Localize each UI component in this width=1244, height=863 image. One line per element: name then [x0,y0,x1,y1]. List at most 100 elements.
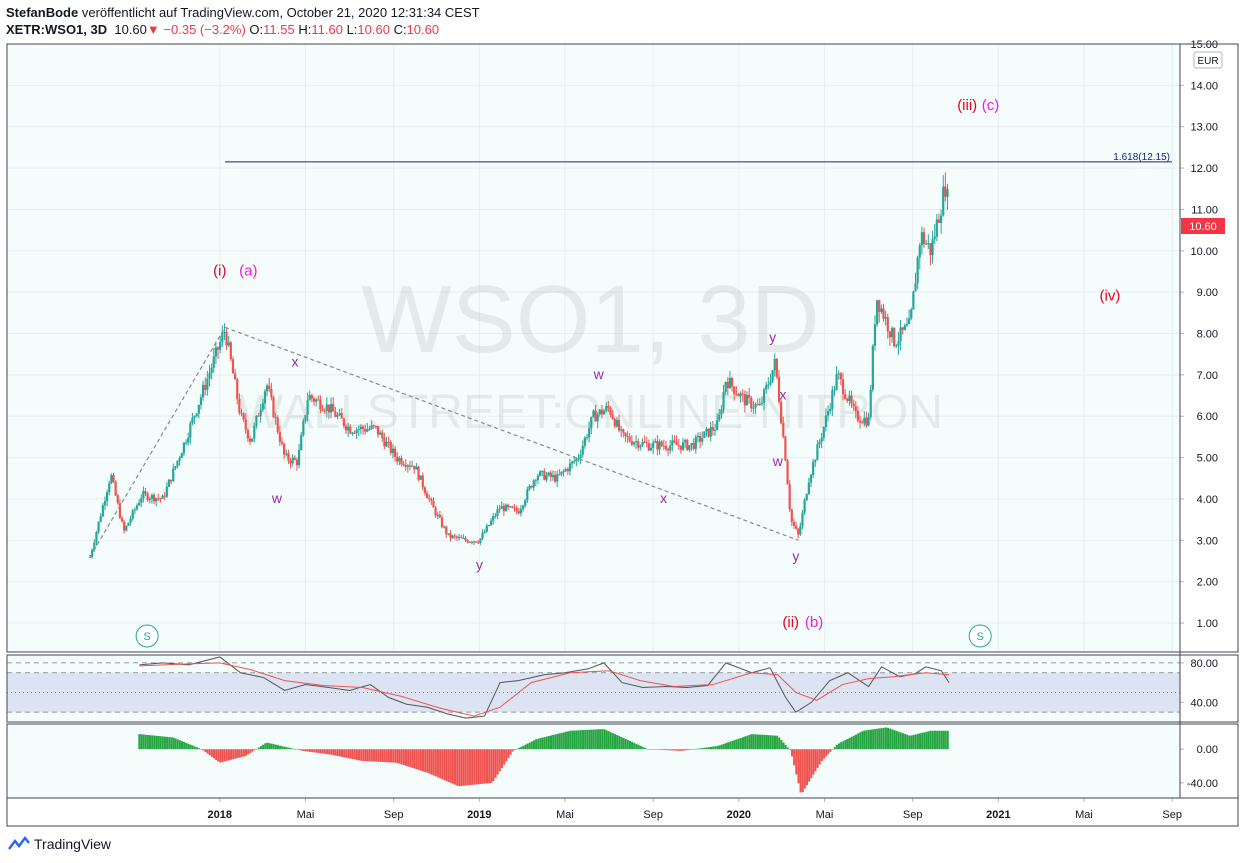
candle-body [334,411,337,417]
histogram-bar [302,749,305,752]
histogram-tick-label: 0.00 [1197,744,1218,756]
histogram-bar [705,747,708,750]
histogram-bar [142,734,145,750]
histogram-bar [434,749,437,777]
histogram-bar [808,749,811,782]
histogram-bar [172,737,175,750]
candle-body [649,447,653,451]
histogram-bar [590,729,593,750]
publication-info: veröffentlicht auf TradingView.com, Octo… [81,5,480,20]
author-name[interactable]: StefanBode [6,5,79,20]
candle-body [837,373,840,375]
candle-body [805,494,808,501]
time-axis[interactable]: 2018 Mai Sep 2019 Mai Sep 2020 Mai Sep 2021 Mai Sep [6,43,1239,827]
histogram-bar [539,738,542,750]
histogram-bar [181,741,184,750]
candle-body [280,441,284,444]
candle-body [880,308,883,312]
histogram-bar [245,749,248,756]
price-tick-label: 10.00 [1190,246,1218,258]
candle-body [142,491,145,499]
candle-body [588,428,591,438]
histogram-bar [569,730,572,750]
histogram-bar [315,749,318,753]
candle-body [622,429,625,433]
candle-body [692,443,695,449]
candle-body [447,533,450,535]
candle-body [253,425,256,439]
histogram-bar [577,730,580,750]
histogram-bar [882,727,885,750]
symbol-ohlc-header: XETR:WSO1, 3D 10.60▼ −0.35 (−3.2%) O:11.… [6,22,439,37]
rsi-pane[interactable]: 80.00 40.00 [7,655,1218,723]
histogram-bar [748,734,751,750]
histogram-bar [931,730,934,750]
candle-body [159,498,162,500]
histogram-bar [334,749,337,756]
candle-body [88,556,92,558]
candle-body [182,442,185,454]
candle-body [240,412,243,414]
histogram-bar [392,749,395,763]
currency-label: EUR [1197,56,1218,67]
candle-body [626,436,629,438]
candle-body [184,442,188,444]
wave-label: x [779,387,786,403]
histogram-pane[interactable]: 0.00 -40.00 [7,724,1218,798]
candle-body [707,428,710,437]
candle-body [287,453,290,461]
histogram-bar [707,747,710,750]
candle-body [165,486,168,497]
histogram-bar [319,749,322,754]
histogram-bar [213,749,216,759]
histogram-bar [724,743,727,750]
histogram-bar [690,749,693,750]
watermark-title: WSO1, 3D [361,266,820,373]
candle-body [106,492,109,502]
histogram-bar [528,742,531,750]
histogram-bar [579,730,582,750]
candle-body [812,462,815,475]
histogram-bar [582,730,585,750]
histogram-bar [626,739,629,750]
tradingview-footer[interactable]: TradingView [8,836,111,852]
histogram-bar [940,730,943,750]
price-pane[interactable]: 15.00 14.00 13.00 12.00 11.00 10.00 9.00 8.00 7.… [7,39,1225,798]
candle-body [195,413,198,417]
histogram-bar [667,749,670,751]
wave-label: (b) [805,614,823,631]
histogram-bar [573,730,576,750]
candle-body [276,417,279,432]
candle-body [455,536,459,538]
candle-body [152,494,156,502]
candle-body [489,520,493,526]
candle-body [123,521,126,531]
histogram-bar [682,749,685,751]
histogram-bar [409,749,412,768]
candle-body [716,420,719,430]
candle-body [671,440,674,446]
candle-body [703,431,706,438]
candle-body [530,486,533,488]
histogram-bar [799,749,802,793]
candle-body [750,397,753,409]
histogram-bar [631,741,634,750]
histogram-bar [283,746,286,750]
candle-body [940,215,943,223]
histogram-bar [524,744,527,750]
candle-body [637,441,640,448]
histogram-bar [323,749,326,754]
histogram-bar [287,747,290,750]
histogram-bar [880,728,883,750]
high-label: H: [298,22,312,37]
histogram-bar [358,749,361,761]
histogram-bar [398,749,401,764]
candle-body [739,393,742,397]
candle-body [797,528,800,535]
histogram-bar [720,744,723,750]
candle-body [931,239,934,256]
histogram-bar [498,749,501,772]
candle-body [743,394,746,406]
histogram-bar [695,748,698,750]
